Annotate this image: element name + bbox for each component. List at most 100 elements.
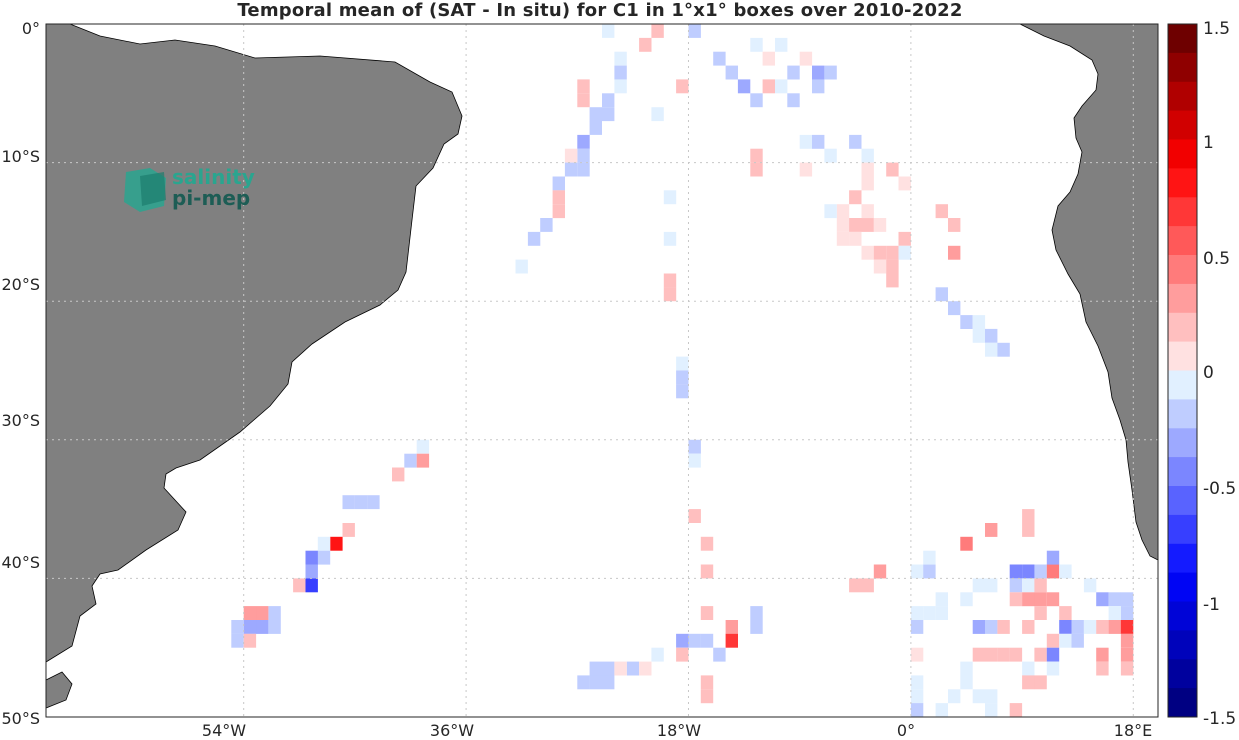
heatmap-cell — [293, 578, 306, 593]
heatmap-cell — [985, 578, 998, 593]
lat-tick-50s: 50°S — [1, 709, 40, 728]
heatmap-cell — [676, 370, 689, 385]
heatmap-cell — [1120, 620, 1134, 634]
heatmap-cell — [577, 79, 590, 94]
heatmap-cell — [972, 689, 986, 704]
heatmap-cell — [700, 689, 714, 704]
heatmap-cell — [713, 647, 726, 662]
heatmap-cell — [997, 342, 1010, 357]
heatmap-cell — [540, 218, 553, 232]
heatmap-cell — [972, 328, 986, 343]
heatmap-cell — [700, 675, 714, 690]
heatmap-cell — [1009, 564, 1023, 579]
heatmap-cell — [1046, 592, 1060, 607]
heatmap-cell — [713, 51, 726, 66]
heatmap-cell — [985, 689, 998, 704]
heatmap-cell — [750, 620, 763, 634]
heatmap-cell — [1071, 620, 1084, 634]
heatmap-cell — [861, 245, 874, 260]
heatmap-cell — [725, 633, 738, 648]
cb-tick-0: 0 — [1203, 363, 1214, 383]
heatmap-cell — [1009, 592, 1023, 607]
grid-lines — [46, 24, 1158, 717]
heatmap-cell — [700, 606, 714, 620]
heatmap-cell — [861, 578, 874, 593]
heatmap-cell — [935, 204, 948, 219]
heatmap-cell — [849, 218, 862, 232]
heatmap-cell — [602, 675, 615, 690]
logo-line1: salinity — [172, 165, 255, 189]
heatmap-cell — [231, 620, 244, 634]
heatmap-cell — [515, 259, 528, 274]
cb-tick-0-5: 0.5 — [1203, 249, 1230, 269]
heatmap-cell — [1046, 550, 1060, 565]
heatmap-cell — [935, 703, 948, 717]
heatmap-cell — [1022, 578, 1035, 593]
y-axis-ticks: 0° 10°S 20°S 30°S 40°S 50°S — [1, 19, 40, 728]
lat-tick-40s: 40°S — [1, 553, 40, 572]
heatmap-cell — [1034, 606, 1047, 620]
colorbar-segment — [1168, 81, 1197, 112]
heatmap-cell — [404, 453, 417, 468]
map-title: Temporal mean of (SAT - In situ) for C1 … — [237, 0, 963, 21]
heatmap-cell — [985, 342, 998, 357]
heatmap-cell — [602, 24, 615, 38]
heatmap-cell — [651, 107, 664, 122]
heatmap-cell — [589, 107, 602, 122]
heatmap-cell — [367, 495, 380, 510]
colorbar-segment — [1168, 312, 1197, 343]
heatmap-cell — [614, 79, 627, 94]
heatmap-cell — [861, 148, 874, 163]
heatmap-cell — [700, 536, 714, 551]
heatmap-cell — [589, 121, 602, 135]
heatmap-cell — [799, 134, 813, 149]
heatmap-cell — [861, 162, 874, 177]
heatmap-cell — [1022, 675, 1035, 690]
heatmap-cell — [577, 148, 590, 163]
x-axis-ticks: 54°W 36°W 18°W 0° 18°E — [202, 721, 1152, 740]
heatmap-cells — [231, 24, 1134, 717]
heatmap-cell — [564, 162, 578, 177]
heatmap-cell — [602, 107, 615, 122]
heatmap-cell — [910, 689, 924, 704]
lon-tick-36w: 36°W — [430, 721, 474, 740]
colorbar-segment — [1168, 52, 1197, 83]
heatmap-cell — [688, 24, 701, 38]
lat-tick-10s: 10°S — [1, 147, 40, 166]
heatmap-cell — [910, 675, 924, 690]
heatmap-cell — [948, 301, 961, 316]
heatmap-cell — [960, 592, 973, 607]
heatmap-cell — [577, 93, 590, 108]
colorbar-segment — [1168, 341, 1197, 371]
heatmap-cell — [910, 606, 924, 620]
map-frame — [45, 23, 1159, 718]
heatmap-cell — [676, 79, 689, 94]
heatmap-cell — [552, 176, 565, 191]
heatmap-cell — [898, 176, 911, 191]
heatmap-cell — [861, 176, 874, 191]
heatmap-cell — [873, 245, 887, 260]
heatmap-cell — [305, 578, 318, 593]
heatmap-cell — [787, 65, 800, 80]
heatmap-cell — [972, 620, 986, 634]
heatmap-cell — [960, 675, 973, 690]
heatmap-cell — [663, 190, 677, 205]
heatmap-cell — [639, 37, 652, 52]
heatmap-cell — [416, 453, 430, 468]
heatmap-cell — [836, 231, 850, 246]
heatmap-cell — [231, 633, 244, 648]
heatmap-cell — [985, 703, 998, 717]
heatmap-cell — [589, 661, 602, 676]
south-america-land — [45, 23, 463, 663]
colorbar-segment — [1168, 457, 1197, 487]
cb-tick-neg-1: -1 — [1203, 595, 1220, 615]
heatmap-cell — [824, 148, 837, 163]
heatmap-cell — [614, 661, 627, 676]
heatmap-cell — [651, 24, 664, 38]
salinity-pimep-logo: salinity pi-mep — [124, 165, 255, 212]
heatmap-cell — [799, 51, 813, 66]
heatmap-cell — [577, 134, 590, 149]
heatmap-cell — [527, 231, 541, 246]
heatmap-cell — [1022, 509, 1035, 523]
heatmap-cell — [268, 620, 281, 634]
